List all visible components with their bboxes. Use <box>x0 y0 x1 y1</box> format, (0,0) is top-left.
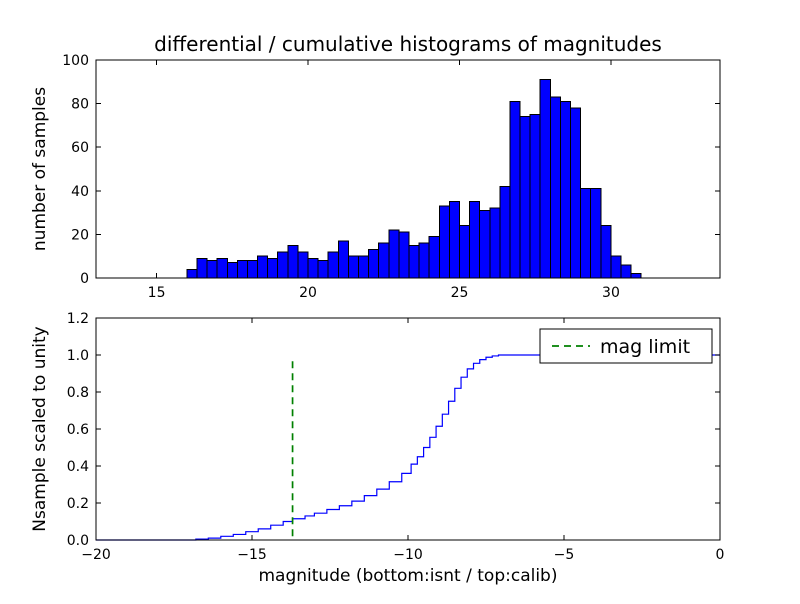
x-tick-label: −10 <box>393 547 423 563</box>
y-tick-label: 20 <box>71 227 89 243</box>
y-tick-label: 1.2 <box>67 311 89 327</box>
chart-title: differential / cumulative histograms of … <box>154 32 662 56</box>
histogram-bar <box>267 257 279 279</box>
y-tick-label: 1.0 <box>67 348 89 364</box>
histogram-bar <box>458 225 471 279</box>
cumulative-step-line <box>96 354 720 541</box>
histogram-bar <box>206 260 218 279</box>
y-tick-label: 0.2 <box>67 496 89 512</box>
histogram-bar <box>418 242 430 279</box>
histogram-bar <box>246 260 259 279</box>
y-tick-label: 0.8 <box>67 385 89 401</box>
histogram-bar <box>479 209 491 279</box>
histogram-bar <box>610 255 622 279</box>
histogram-bar <box>277 251 289 279</box>
legend: mag limit <box>539 328 713 364</box>
histogram-bar <box>358 255 370 279</box>
x-tick-label: 25 <box>451 285 469 301</box>
histogram-bar <box>448 201 460 279</box>
histogram-bar <box>489 207 501 279</box>
histogram-bar <box>317 260 329 279</box>
histogram-bar <box>529 114 541 279</box>
y-tick-label: 0 <box>80 271 89 287</box>
top-y-axis-label: number of samples <box>30 87 50 251</box>
histogram-bar <box>509 100 521 279</box>
x-tick-label: 0 <box>716 547 725 563</box>
bottom-y-axis-label: Nsample scaled to unity <box>30 326 50 531</box>
y-tick-label: 100 <box>62 53 89 69</box>
histogram-bar <box>186 268 198 279</box>
histogram-bars <box>186 79 642 279</box>
top-histogram-plot: 15 20 25 30 0 20 40 60 80 100 <box>62 53 721 301</box>
y-tick-label: 40 <box>71 184 89 200</box>
histogram-bar <box>590 188 602 279</box>
histogram-bar <box>438 205 450 279</box>
x-tick-label: −5 <box>554 547 575 563</box>
y-tick-label: 0.0 <box>67 533 89 549</box>
histogram-bar <box>539 79 551 279</box>
x-tick-label: 20 <box>299 285 317 301</box>
histogram-bar <box>620 264 632 279</box>
histogram-bar <box>347 255 360 279</box>
y-tick-label: 0.4 <box>67 459 89 475</box>
histogram-bar <box>549 96 561 279</box>
histogram-bar <box>337 240 349 279</box>
histogram-bar <box>600 225 612 279</box>
histogram-bar <box>519 116 531 279</box>
histogram-bar <box>570 107 582 279</box>
legend-label-mag-limit: mag limit <box>600 336 690 358</box>
histogram-bar <box>398 231 410 279</box>
histogram-bar <box>499 185 511 279</box>
histogram-bar <box>428 236 440 279</box>
x-axis-label: magnitude (bottom:isnt / top:calib) <box>259 566 558 586</box>
x-tick-label: −20 <box>81 547 111 563</box>
histogram-bar <box>469 201 481 279</box>
histogram-bar <box>559 100 572 279</box>
x-tick-label: 30 <box>602 285 620 301</box>
histogram-bar <box>378 242 390 279</box>
axes-frame <box>95 59 721 279</box>
histogram-bar <box>196 257 208 279</box>
histogram-bar <box>630 273 642 279</box>
histogram-bar <box>388 229 400 279</box>
y-tick-label: 80 <box>71 97 89 113</box>
histogram-bar <box>297 251 309 279</box>
histogram-bar <box>216 257 228 279</box>
histogram-bar <box>236 260 248 279</box>
x-tick-label: −15 <box>237 547 267 563</box>
y-tick-label: 60 <box>71 140 89 156</box>
histogram-bar <box>226 262 238 279</box>
y-tick-label: 0.6 <box>67 422 89 438</box>
histogram-bar <box>287 244 299 279</box>
histogram-bar <box>307 257 319 279</box>
histogram-bar <box>368 249 380 279</box>
x-tick-label: 15 <box>148 285 166 301</box>
bottom-cumulative-plot: −20 −15 −10 −5 0 0.0 0.2 0.4 0.6 0.8 1.0 1.2 <box>67 311 725 563</box>
histogram-bar <box>580 188 592 279</box>
histogram-bar <box>257 255 269 279</box>
histogram-bar <box>408 244 420 279</box>
histogram-bar <box>327 251 339 279</box>
